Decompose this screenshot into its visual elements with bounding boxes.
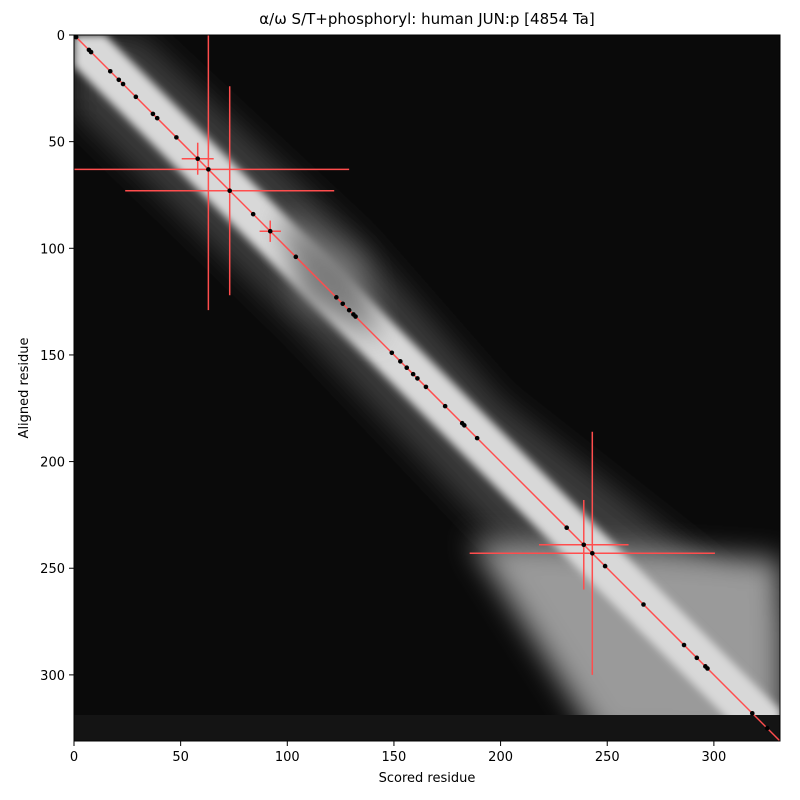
point xyxy=(334,295,339,300)
y-tick-label: 100 xyxy=(40,242,65,257)
x-tick-label: 50 xyxy=(172,750,189,765)
point xyxy=(705,666,710,671)
point xyxy=(442,403,448,409)
chart-title: α/ω S/T+phosphoryl: human JUN:p [4854 Ta… xyxy=(259,10,594,28)
point xyxy=(641,602,646,607)
point xyxy=(764,725,770,731)
point xyxy=(267,228,273,234)
plot-frame xyxy=(73,34,781,742)
point xyxy=(602,563,608,569)
point xyxy=(107,68,113,74)
point xyxy=(423,384,429,390)
point xyxy=(340,301,346,307)
point xyxy=(293,254,299,260)
point xyxy=(564,525,570,531)
y-tick-label: 250 xyxy=(40,562,65,577)
point xyxy=(154,115,160,121)
y-tick-label: 150 xyxy=(40,349,65,364)
point xyxy=(74,35,79,40)
y-tick-label: 200 xyxy=(40,456,65,471)
y-tick-label: 300 xyxy=(40,669,65,684)
point xyxy=(116,77,122,83)
point xyxy=(346,307,352,313)
point xyxy=(206,167,211,172)
point xyxy=(581,542,587,548)
x-tick-label: 100 xyxy=(275,750,300,765)
point xyxy=(88,49,94,55)
point xyxy=(195,156,201,162)
x-tick-label: 300 xyxy=(701,750,726,765)
point xyxy=(120,81,126,87)
y-tick-label: 0 xyxy=(57,29,65,44)
x-tick-label: 150 xyxy=(382,750,407,765)
point xyxy=(410,371,416,377)
point xyxy=(227,188,233,194)
point xyxy=(150,111,156,117)
point xyxy=(133,94,139,100)
x-tick-label: 200 xyxy=(488,750,513,765)
point xyxy=(681,642,687,648)
point xyxy=(474,435,480,441)
point xyxy=(174,135,179,140)
point xyxy=(749,710,755,716)
y-axis-label: Aligned residue xyxy=(17,338,32,439)
point xyxy=(353,314,358,319)
x-tick-label: 0 xyxy=(70,750,78,765)
point xyxy=(590,551,595,556)
point xyxy=(398,359,403,364)
y-tick-label: 50 xyxy=(48,136,65,151)
marks xyxy=(74,35,780,741)
point xyxy=(462,423,467,428)
point xyxy=(694,655,700,661)
point xyxy=(389,350,395,356)
x-axis-label: Scored residue xyxy=(379,771,476,786)
point xyxy=(415,376,420,381)
point xyxy=(250,211,256,217)
x-tick-label: 250 xyxy=(595,750,620,765)
point xyxy=(404,365,410,371)
